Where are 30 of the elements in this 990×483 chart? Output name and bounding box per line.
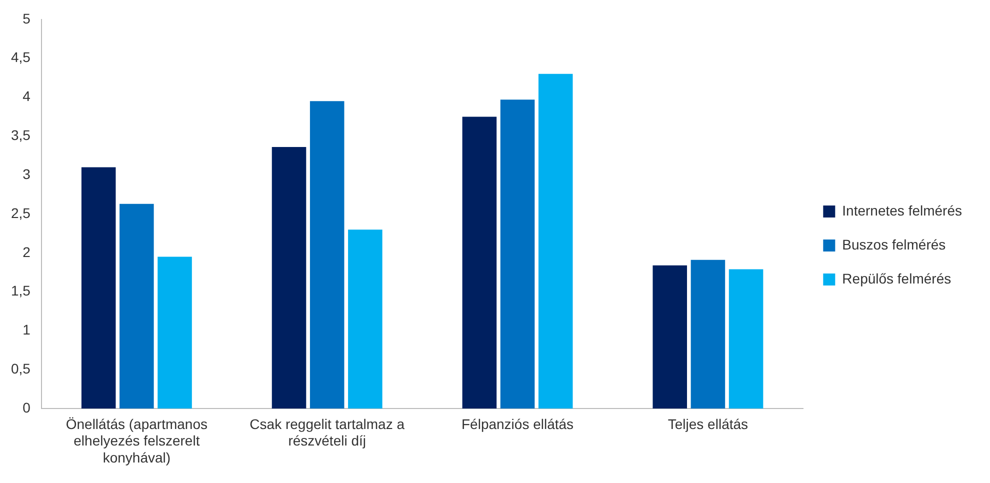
bar xyxy=(690,260,726,409)
bar xyxy=(538,74,573,409)
bar xyxy=(652,265,688,409)
bar xyxy=(158,256,192,409)
y-tick-label: 4,5 xyxy=(10,49,31,66)
y-tick-label: 3,5 xyxy=(10,127,31,144)
x-tick-label: Önellátás (apartmanos elhelyezés felszerelt konyhával) xyxy=(66,416,208,466)
bar xyxy=(348,230,382,409)
y-tick-label: 4 xyxy=(22,88,31,104)
bar xyxy=(310,101,344,409)
legend-label: Internetes felmérés xyxy=(842,202,962,218)
bar xyxy=(81,167,116,409)
legend-label: Buszos felmérés xyxy=(842,236,946,252)
y-tick-label: 0,5 xyxy=(10,360,31,377)
bar xyxy=(500,100,535,409)
bar xyxy=(728,269,764,409)
y-tick-label: 2 xyxy=(22,244,31,260)
y-tick-label: 2,5 xyxy=(10,204,31,221)
y-tick-label: 1 xyxy=(22,322,31,338)
y-tick-label: 1,5 xyxy=(10,282,31,299)
y-tick-label: 0 xyxy=(22,399,31,416)
bar xyxy=(272,147,306,409)
x-tick-label: Teljes ellátás xyxy=(668,416,748,432)
y-tick-label: 3 xyxy=(22,166,31,182)
y-tick-label: 5 xyxy=(22,10,31,26)
x-tick-label: Csak reggelit tartalmaz a részvételi díj xyxy=(250,416,405,449)
bar xyxy=(462,116,497,409)
legend-label: Repülős felmérés xyxy=(842,270,952,286)
bar xyxy=(120,204,154,409)
x-tick-label: Félpanziós ellátás xyxy=(461,416,574,432)
